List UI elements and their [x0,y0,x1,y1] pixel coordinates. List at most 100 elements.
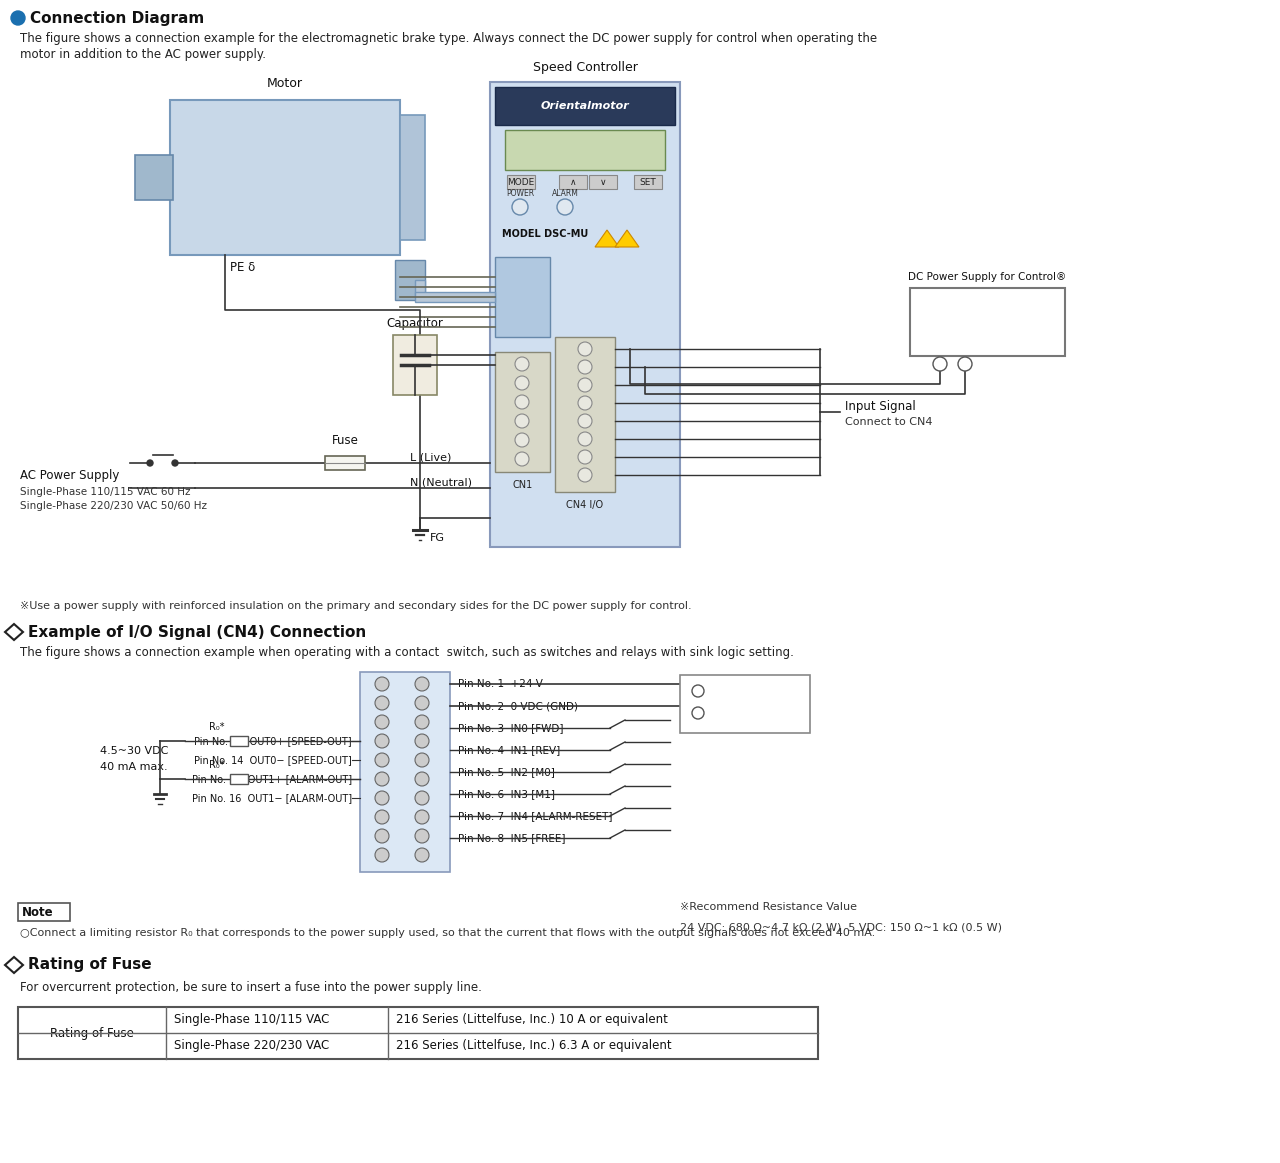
Circle shape [415,772,429,786]
Text: ∨: ∨ [600,178,607,186]
Text: POWER: POWER [506,188,534,198]
Circle shape [415,715,429,729]
Bar [589,174,617,190]
Text: Capacitor: Capacitor [387,317,443,330]
Circle shape [933,357,947,371]
Text: Rating of Fuse: Rating of Fuse [28,957,151,972]
Text: Motor: Motor [268,77,303,90]
Text: 216 Series (Littelfuse, Inc.) 6.3 A or equivalent: 216 Series (Littelfuse, Inc.) 6.3 A or e… [396,1040,672,1053]
Text: +: + [936,359,945,369]
Circle shape [512,199,529,215]
Text: Speed Controller: Speed Controller [532,60,637,74]
Circle shape [375,829,389,843]
Circle shape [515,433,529,447]
Text: 24 VDC±10%: 24 VDC±10% [708,685,788,698]
Circle shape [415,791,429,805]
Text: FG: FG [430,533,445,543]
Text: The figure shows a connection example when operating with a contact  switch, suc: The figure shows a connection example wh… [20,645,794,658]
Circle shape [415,829,429,843]
Circle shape [375,772,389,786]
Text: CN1: CN1 [512,480,532,490]
Circle shape [375,848,389,862]
Circle shape [415,752,429,768]
Text: Single-Phase 110/115 VAC 60 Hz: Single-Phase 110/115 VAC 60 Hz [20,487,191,497]
Circle shape [957,357,972,371]
Text: AC Power Supply: AC Power Supply [20,469,119,481]
Circle shape [579,395,591,411]
Text: 4.5~30 VDC: 4.5~30 VDC [100,745,169,756]
Circle shape [579,450,591,464]
Polygon shape [614,230,639,247]
Bar [634,174,662,190]
Text: Connection Diagram: Connection Diagram [29,10,205,26]
Polygon shape [595,230,620,247]
Text: L (Live): L (Live) [410,452,452,462]
Bar [396,261,425,300]
Bar [495,87,675,124]
Circle shape [579,342,591,356]
Text: MODEL DSC-MU: MODEL DSC-MU [502,229,589,240]
Text: ALARM: ALARM [552,188,579,198]
Bar [360,672,451,872]
Circle shape [415,848,429,862]
Text: MODE: MODE [507,178,535,186]
Bar [415,280,425,297]
Bar [495,352,550,472]
Bar [325,456,365,470]
Text: Single-Phase 110/115 VAC: Single-Phase 110/115 VAC [174,1013,329,1027]
Text: N (Neutral): N (Neutral) [410,477,472,487]
Circle shape [515,452,529,466]
Bar [910,288,1065,356]
Text: Fuse: Fuse [332,434,358,447]
Text: Pin No. 4  IN1 [REV]: Pin No. 4 IN1 [REV] [458,745,561,755]
Circle shape [375,752,389,768]
Text: 216 Series (Littelfuse, Inc.) 10 A or equivalent: 216 Series (Littelfuse, Inc.) 10 A or eq… [396,1013,668,1027]
Circle shape [172,461,178,466]
Text: Pin No. 5  IN2 [M0]: Pin No. 5 IN2 [M0] [458,768,554,777]
Text: CN4 I/O: CN4 I/O [567,500,604,511]
Text: −: − [694,708,703,718]
Text: Pin No. 3  IN0 [FWD]: Pin No. 3 IN0 [FWD] [458,723,563,733]
Text: 150 mA min.: 150 mA min. [947,328,1028,341]
Circle shape [375,809,389,825]
Text: R₀*: R₀* [210,759,225,770]
Bar [415,292,495,302]
Text: DC Power Supply for Control®: DC Power Supply for Control® [909,272,1066,281]
Text: Example of I/O Signal (CN4) Connection: Example of I/O Signal (CN4) Connection [28,625,366,640]
Text: ※Recommend Resistance Value: ※Recommend Resistance Value [680,902,858,912]
Text: Pin No. 8  IN5 [FREE]: Pin No. 8 IN5 [FREE] [458,833,566,843]
Bar [170,100,399,255]
Text: Pin No. 1  +24 V: Pin No. 1 +24 V [458,679,543,688]
Bar [18,902,70,921]
Bar [18,1007,818,1059]
Bar [230,736,248,745]
Text: Single-Phase 220/230 VAC: Single-Phase 220/230 VAC [174,1040,329,1053]
Text: ※Use a power supply with reinforced insulation on the primary and secondary side: ※Use a power supply with reinforced insu… [20,601,691,611]
Text: Orientalmotor: Orientalmotor [540,101,630,110]
Circle shape [12,10,26,24]
Bar [507,174,535,190]
Circle shape [515,376,529,390]
Text: Connect to CN4: Connect to CN4 [845,418,933,427]
Bar [399,115,425,240]
Text: ∧: ∧ [570,178,576,186]
Text: R₀*: R₀* [210,722,225,732]
Text: 40 mA max.: 40 mA max. [100,762,168,772]
Bar [495,257,550,337]
Text: ○Connect a limiting resistor R₀ that corresponds to the power supply used, so th: ○Connect a limiting resistor R₀ that cor… [20,928,876,939]
Text: Pin No. 2  0 VDC (GND): Pin No. 2 0 VDC (GND) [458,701,579,711]
Text: The figure shows a connection example for the electromagnetic brake type. Always: The figure shows a connection example fo… [20,31,877,44]
Text: Rating of Fuse: Rating of Fuse [50,1027,134,1040]
Circle shape [557,199,573,215]
Circle shape [147,461,154,466]
Circle shape [579,414,591,428]
Bar [506,130,666,170]
Circle shape [375,791,389,805]
Text: 24 VDC: 680 Ω~4.7 kΩ (2 W)  5 VDC: 150 Ω~1 kΩ (0.5 W): 24 VDC: 680 Ω~4.7 kΩ (2 W) 5 VDC: 150 Ω~… [680,922,1002,932]
Text: Pin No. 7  IN4 [ALARM-RESET]: Pin No. 7 IN4 [ALARM-RESET] [458,811,613,821]
Circle shape [375,695,389,709]
Bar [559,174,588,190]
Text: motor in addition to the AC power supply.: motor in addition to the AC power supply… [20,48,266,60]
Circle shape [375,734,389,748]
Circle shape [579,361,591,374]
